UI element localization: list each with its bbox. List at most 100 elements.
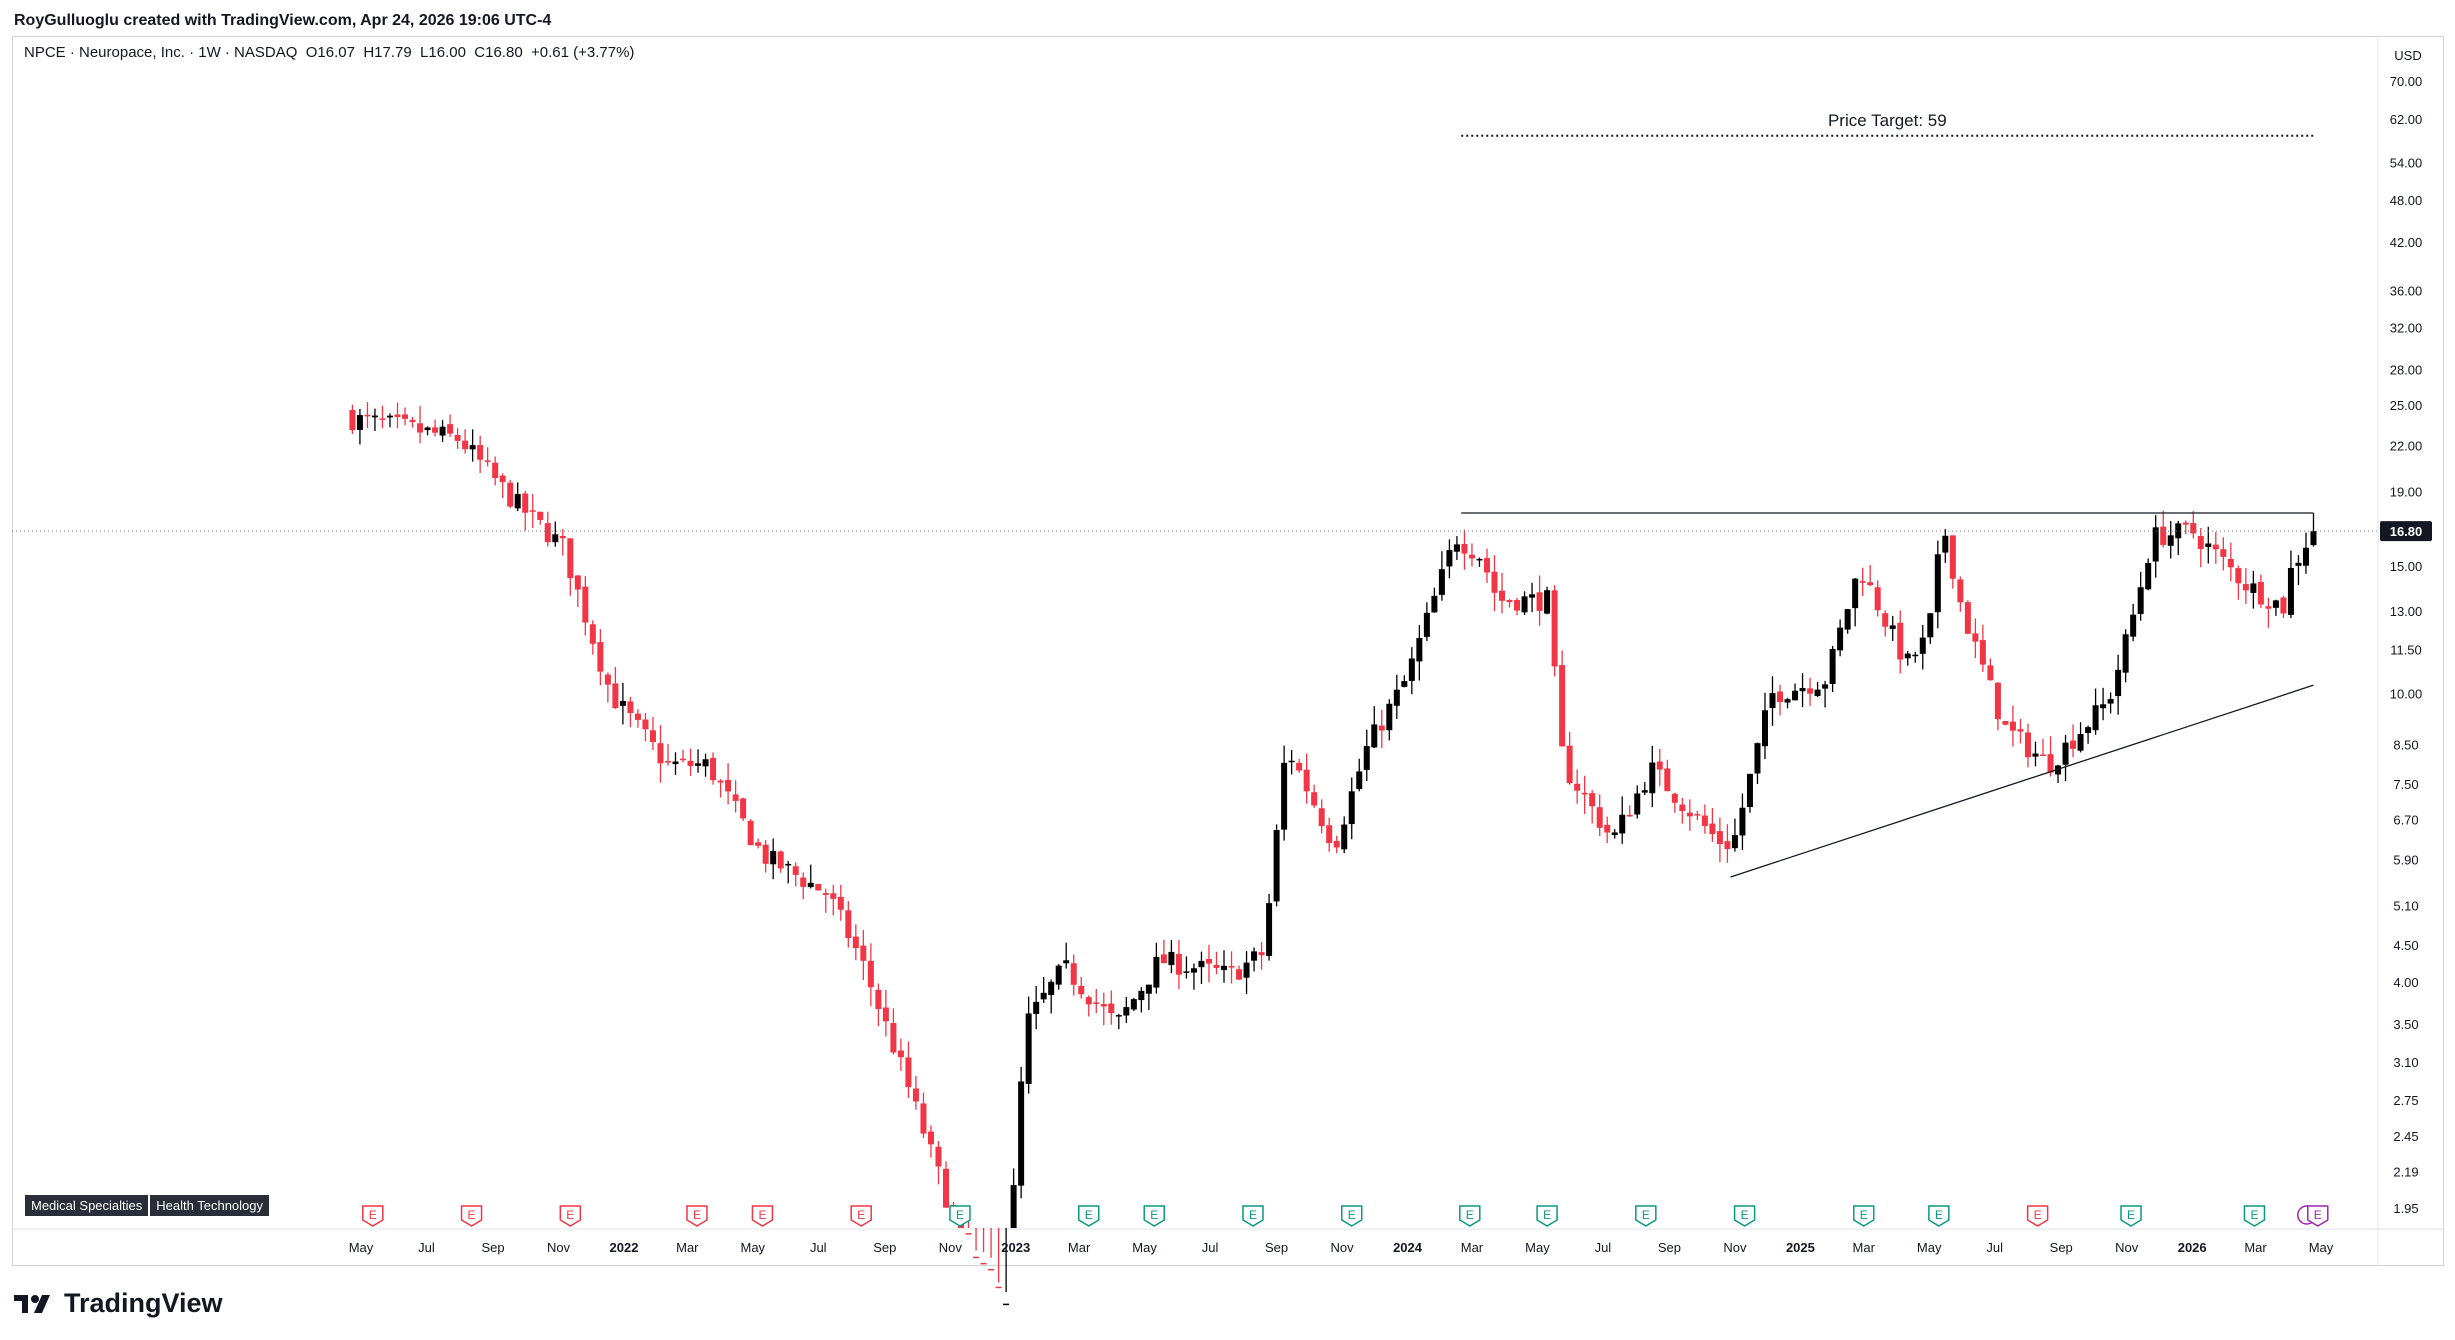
candle — [1536, 575, 1543, 626]
close-value: 16.80 — [485, 44, 523, 61]
sector-tags: Medical Specialties Health Technology — [25, 1195, 271, 1216]
candle — [2130, 603, 2137, 642]
candle — [2107, 692, 2114, 714]
candle — [1777, 684, 1784, 716]
svg-text:E: E — [1249, 1208, 1257, 1222]
symbol-legend[interactable]: NPCE · Neuropace, Inc. · 1W · NASDAQ O16… — [24, 44, 634, 61]
candle — [1190, 963, 1197, 990]
candle — [1529, 582, 1536, 613]
time-tick-label: 2022 — [610, 1240, 639, 1255]
earnings-marker[interactable]: E — [1536, 1205, 1558, 1227]
earnings-marker[interactable]: E — [1733, 1205, 1756, 1227]
earnings-marker[interactable]: E — [460, 1205, 483, 1227]
price-tick-label: 11.50 — [2390, 642, 2422, 657]
time-tick-label: May — [741, 1240, 766, 1255]
price-tick-label: 6.70 — [2393, 813, 2418, 828]
candle — [2085, 725, 2092, 744]
price-tick-label: 13.00 — [2390, 604, 2423, 619]
candle — [830, 885, 837, 916]
candle — [424, 426, 431, 436]
candle — [604, 672, 611, 703]
candle — [2070, 724, 2077, 758]
time-tick-label: 2023 — [1001, 1240, 1030, 1255]
candle — [1942, 529, 1949, 563]
earnings-marker[interactable]: E — [1459, 1205, 1481, 1227]
svg-text:E: E — [956, 1208, 964, 1222]
candle — [725, 763, 732, 805]
price-tick-label: 25.00 — [2390, 398, 2423, 413]
candle — [657, 725, 664, 783]
candle — [2272, 599, 2279, 616]
candle — [349, 404, 356, 435]
candle — [2250, 571, 2257, 609]
candle — [2295, 555, 2302, 586]
earnings-marker[interactable]: E — [686, 1205, 708, 1227]
candle — [747, 819, 754, 846]
candle — [1100, 992, 1107, 1026]
earnings-marker[interactable]: E — [949, 1205, 971, 1227]
candle — [680, 749, 687, 763]
candle — [1957, 576, 1964, 612]
candle — [995, 1228, 1002, 1289]
candle — [1311, 784, 1318, 808]
candle — [1746, 773, 1753, 813]
earnings-marker[interactable]: E — [1242, 1205, 1264, 1227]
candle — [695, 749, 702, 773]
candle — [664, 744, 671, 766]
earnings-marker[interactable]: E — [1635, 1205, 1657, 1227]
candle — [1363, 729, 1370, 782]
tradingview-logo[interactable]: TradingView — [14, 1288, 223, 1319]
candle — [567, 538, 574, 596]
earnings-marker[interactable]: E — [2243, 1205, 2266, 1227]
earnings-marker[interactable]: E — [1078, 1205, 1100, 1227]
candle — [1461, 529, 1468, 570]
candle — [1476, 557, 1483, 567]
candle — [1423, 602, 1430, 642]
earnings-marker[interactable]: E — [2297, 1205, 2329, 1227]
time-tick-label: Jul — [810, 1240, 827, 1255]
candle — [2145, 558, 2152, 591]
sector-tag[interactable]: Medical Specialties — [25, 1195, 149, 1216]
candle — [1822, 680, 1829, 708]
earnings-marker[interactable]: E — [1852, 1205, 1875, 1227]
earnings-marker[interactable]: E — [2026, 1205, 2049, 1227]
earnings-marker[interactable]: E — [751, 1205, 774, 1227]
candle — [2310, 513, 2317, 547]
candle — [356, 408, 363, 445]
earnings-marker[interactable]: E — [1340, 1205, 1363, 1227]
earnings-marker[interactable]: E — [2120, 1205, 2142, 1227]
svg-text:E: E — [1860, 1208, 1868, 1222]
candle — [860, 930, 867, 981]
candle — [582, 576, 589, 636]
candle — [552, 521, 559, 547]
candle — [2212, 531, 2219, 564]
candle — [1483, 548, 1490, 583]
support-trendline[interactable] — [1730, 684, 2314, 878]
price-tick-label: 70.00 — [2390, 74, 2423, 89]
candle — [2167, 521, 2174, 559]
earnings-marker[interactable]: E — [559, 1205, 582, 1227]
candle — [2242, 568, 2249, 604]
candle — [627, 696, 634, 728]
open-label: O — [305, 44, 318, 61]
candle — [462, 429, 469, 454]
candle — [1401, 675, 1408, 688]
candle — [1251, 947, 1258, 972]
earnings-marker[interactable]: E — [850, 1205, 872, 1227]
industry-tag[interactable]: Health Technology — [150, 1195, 270, 1216]
candle — [762, 840, 769, 873]
candle — [1085, 995, 1092, 1017]
candle — [1769, 676, 1776, 726]
earnings-marker[interactable]: E — [1143, 1205, 1165, 1227]
price-tick-label: 54.00 — [2390, 156, 2423, 171]
candle — [1266, 893, 1273, 961]
candle — [507, 479, 514, 509]
candle — [905, 1041, 912, 1098]
candle — [1296, 758, 1303, 773]
candle — [1852, 578, 1859, 627]
price-tick-label: 5.10 — [2393, 898, 2418, 913]
earnings-marker[interactable]: E — [362, 1205, 384, 1227]
candle — [1799, 673, 1806, 708]
earnings-marker[interactable]: E — [1928, 1205, 1950, 1227]
